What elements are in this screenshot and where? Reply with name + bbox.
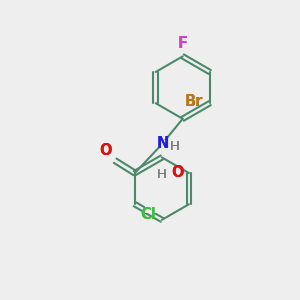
Bar (178, 42, 187, 50)
Text: F: F (178, 36, 188, 51)
Text: N: N (156, 136, 169, 151)
Text: O: O (100, 143, 112, 158)
Bar (172, 143, 178, 150)
Text: O: O (171, 165, 184, 180)
Text: H: H (157, 168, 167, 181)
Text: Br: Br (185, 94, 203, 109)
Text: F: F (178, 36, 188, 51)
Text: O: O (171, 165, 184, 180)
Text: Cl: Cl (140, 207, 156, 222)
Bar (145, 205, 158, 213)
Text: Br: Br (185, 94, 203, 109)
Bar (179, 98, 196, 106)
Bar (99, 151, 108, 159)
Text: N: N (156, 136, 169, 151)
Bar (168, 168, 177, 177)
Text: H: H (170, 140, 180, 153)
Bar (159, 171, 165, 178)
Text: H: H (170, 140, 180, 153)
Text: O: O (100, 143, 112, 158)
Bar (158, 140, 167, 148)
Text: H: H (157, 168, 167, 181)
Text: Cl: Cl (140, 207, 156, 222)
